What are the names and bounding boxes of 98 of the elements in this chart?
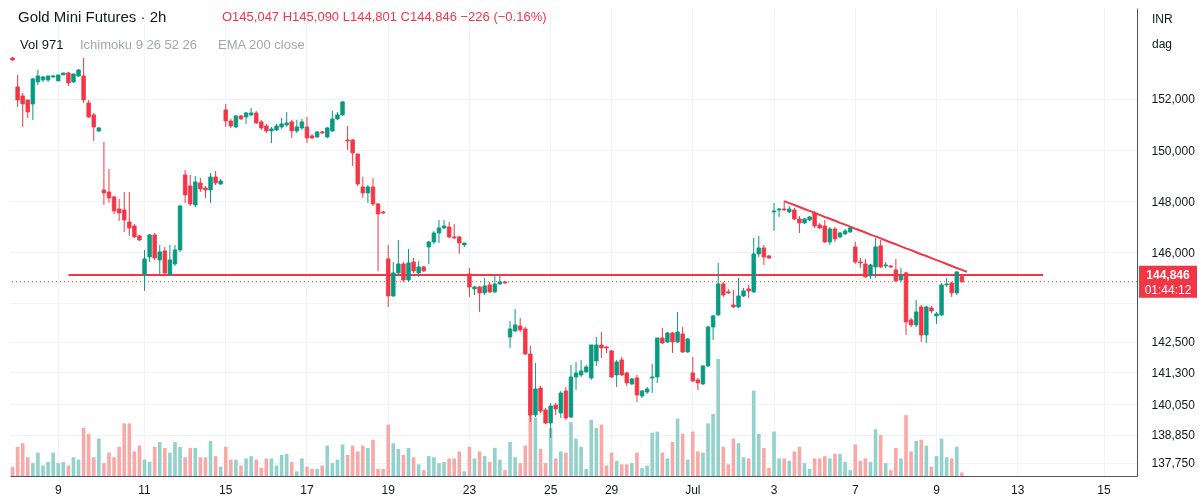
- x-tick-label: 3: [770, 482, 778, 497]
- bar: [564, 452, 568, 476]
- candlestick: [776, 207, 782, 218]
- bar: [954, 446, 959, 476]
- x-tick-label: 17: [300, 482, 314, 497]
- y-tick-label: 141,300: [1151, 365, 1196, 380]
- bar: [822, 456, 827, 476]
- candlestick: [142, 249, 147, 292]
- candlestick: [208, 172, 213, 204]
- x-tick-label: 25: [543, 482, 558, 497]
- bar: [91, 457, 96, 476]
- bar: [503, 470, 507, 476]
- text: INR: [1152, 12, 1173, 26]
- y-tick-label: 152,000: [1151, 92, 1196, 107]
- bar: [366, 447, 370, 476]
- bar: [421, 470, 426, 476]
- candlestick: [193, 175, 198, 208]
- y-tick-label: 137,750: [1151, 456, 1196, 471]
- bar: [919, 439, 924, 476]
- ref-line-label: 144,846: [1146, 267, 1191, 282]
- annotation: O145,047 H145,090 L144,801 C144,846 −226 (−0.16%): [222, 9, 547, 24]
- text: 01:44:12: [1144, 282, 1192, 297]
- bar: [833, 453, 837, 476]
- candlestick: [365, 184, 371, 204]
- bar: [254, 459, 259, 476]
- x-tick-label: 23: [462, 482, 477, 497]
- candlestick: [477, 285, 482, 313]
- bar: [960, 472, 964, 476]
- bar: [899, 458, 903, 476]
- bar: [630, 463, 634, 476]
- candlestick: [492, 273, 498, 294]
- x-tick-label: 9: [933, 482, 941, 497]
- bar: [883, 463, 888, 476]
- candlestick: [152, 232, 157, 261]
- bar: [553, 458, 558, 476]
- candlestick: [101, 141, 107, 206]
- x-tick-label: 15: [1097, 482, 1111, 497]
- bar: [163, 447, 167, 476]
- bar: [97, 438, 101, 476]
- candlestick: [878, 239, 883, 269]
- candlestick: [289, 119, 294, 139]
- candlestick: [614, 359, 619, 388]
- bar: [25, 457, 30, 476]
- candlestick: [761, 244, 767, 266]
- bar: [635, 452, 639, 476]
- candlestick: [898, 267, 904, 283]
- candlestick: [81, 57, 86, 104]
- annotation: Ichimoku 9 26 52 26: [80, 37, 198, 52]
- bar: [685, 459, 690, 476]
- candlestick: [731, 289, 736, 309]
- chart-title: Gold Mini Futures · 2h: [18, 8, 167, 25]
- bar: [193, 447, 198, 476]
- candlestick: [147, 233, 152, 263]
- bar: [325, 445, 330, 476]
- annotation: EMA 200 close: [218, 37, 305, 52]
- bar: [782, 458, 786, 476]
- candlestick: [248, 107, 254, 117]
- bar: [787, 460, 792, 476]
- y-tick-label: 142,500: [1151, 335, 1196, 350]
- bar: [487, 461, 492, 476]
- bar: [239, 465, 243, 476]
- x-tick-label: 29: [604, 482, 619, 497]
- candlestick: [167, 244, 173, 277]
- x-tick-label: 15: [219, 482, 233, 497]
- bar: [828, 458, 832, 476]
- bar: [914, 440, 918, 476]
- y-tick-label: 140,050: [1151, 397, 1196, 412]
- candlestick: [634, 374, 640, 403]
- candlestick: [441, 219, 447, 230]
- candlestick: [913, 299, 919, 328]
- bar: [559, 451, 563, 476]
- x-tick-label: 7: [851, 482, 859, 497]
- bar: [391, 443, 396, 476]
- y-tick-label: 138,850: [1151, 428, 1196, 443]
- x-tick-label: Jul: [685, 482, 701, 497]
- x-tick-label: 13: [1011, 482, 1025, 497]
- bar: [315, 468, 319, 476]
- bar: [157, 442, 162, 476]
- annotation: Vol 971: [20, 37, 64, 52]
- candlestick: [157, 244, 162, 276]
- y-tick-label: 148,000: [1151, 194, 1196, 209]
- x-tick-label: 19: [381, 482, 396, 497]
- bar: [853, 444, 858, 476]
- candlestick: [680, 326, 685, 354]
- candlestick: [675, 311, 680, 344]
- bar: [234, 459, 238, 476]
- candlestick: [406, 248, 411, 283]
- bar: [949, 458, 954, 476]
- y-tick-label: 146,000: [1151, 245, 1196, 260]
- y-tick-label: 150,000: [1151, 143, 1196, 158]
- candlestick: [360, 176, 366, 199]
- bar: [289, 461, 294, 476]
- bar: [320, 465, 325, 476]
- x-tick-label: 11: [138, 482, 152, 497]
- candlestick: [558, 390, 564, 419]
- x-tick-label: 9: [54, 482, 62, 497]
- text: dag: [1152, 37, 1173, 51]
- bar: [721, 446, 726, 476]
